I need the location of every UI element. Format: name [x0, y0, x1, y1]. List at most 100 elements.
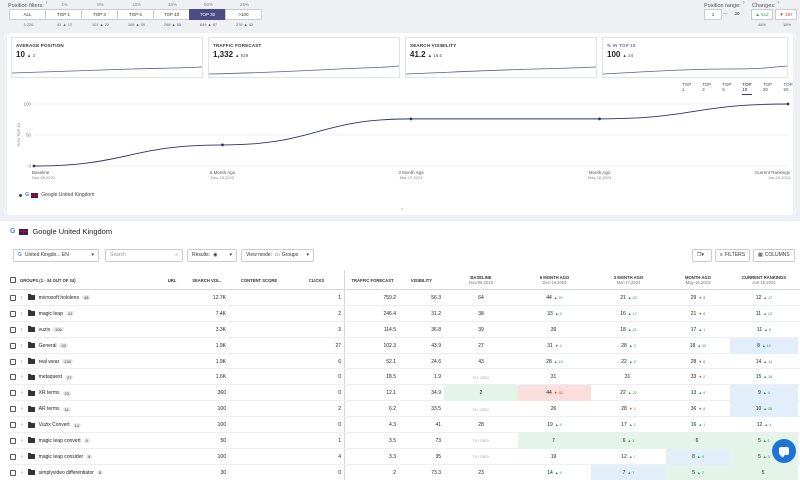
table-row[interactable]: › vuzix 106 3.3K 3 114.5 36.8 39 39 18 ▲ 21 …: [10, 322, 800, 338]
table-row[interactable]: › real wear 130 1.9K 6 52.1 24.6 43 28 ▲ 15 …: [10, 354, 800, 370]
group-name-cell[interactable]: › real wear 130: [10, 354, 160, 370]
help-icon[interactable]: ?: [777, 0, 780, 5]
row-checkbox[interactable]: [10, 294, 16, 301]
chevron-right-icon[interactable]: ›: [21, 326, 23, 333]
select-all-checkbox[interactable]: [10, 277, 16, 283]
content-score-header[interactable]: CONTENT SCORE: [240, 277, 278, 283]
help-icon[interactable]: ?: [45, 0, 48, 5]
filter-tab-over100[interactable]: >100: [225, 9, 262, 20]
row-checkbox[interactable]: [10, 310, 16, 317]
help-icon[interactable]: ?: [742, 0, 745, 5]
url-header[interactable]: URL: [167, 277, 177, 283]
chevron-right-icon[interactable]: ›: [21, 342, 23, 349]
kpi-percent-top10[interactable]: % IN TOP 10 100 ▲ 24: [602, 37, 788, 78]
table-row[interactable]: › General 42 1.9K 27 102.3 43.9 27 31 ▼ 4 28…: [10, 337, 800, 354]
row-checkbox[interactable]: [10, 469, 16, 476]
range-to-input[interactable]: 30: [734, 11, 740, 16]
groups-header[interactable]: GROUPS (1 - 34 OUT OF 34): [10, 270, 160, 290]
group-name-cell[interactable]: › XR terms 23: [10, 385, 160, 401]
group-name-cell[interactable]: › metaquest 27: [10, 369, 160, 385]
chat-button[interactable]: [772, 439, 796, 463]
view-mode-select[interactable]: View mode: ▭ Groups ▾: [241, 249, 314, 262]
chevron-right-icon[interactable]: ›: [21, 469, 23, 476]
visibility-cell: 36.8: [431, 326, 441, 333]
group-name-cell[interactable]: › AR terms 11: [10, 401, 160, 417]
six-month-header[interactable]: 6 MONTH AGO Dec-18,2023: [539, 275, 570, 285]
chart-tab-top5[interactable]: TOP 5: [722, 82, 732, 92]
chart-tab-top10[interactable]: TOP 10: [742, 82, 752, 95]
filter-tab-all[interactable]: ALL: [9, 9, 46, 20]
results-select[interactable]: Results: ◉ ▾: [187, 249, 237, 262]
six-month-cell: 44 ▼ 42: [518, 385, 591, 402]
clicks-header[interactable]: CLICKS: [308, 277, 325, 283]
columns-button[interactable]: ▦ COLUMNS: [753, 249, 795, 262]
collapse-chevron-icon[interactable]: ⌃: [400, 208, 405, 214]
table-row[interactable]: › XR terms 23 360 0 12.1 34.9 2 44 ▼ 42 22 ▲…: [10, 385, 800, 402]
group-name-cell[interactable]: › magic leap consider 8: [10, 449, 160, 465]
chevron-right-icon[interactable]: ›: [21, 294, 23, 301]
filter-tab-top30[interactable]: TOP 30: [189, 9, 226, 20]
kpi-traffic-forecast[interactable]: TRAFFIC FORECAST 1,332 ▲ 829: [208, 37, 400, 78]
chevron-right-icon[interactable]: ›: [21, 358, 23, 365]
table-row[interactable]: › Vuzix Convert 14 100 0 4.3 41 28 19 ▲ 9 17…: [10, 417, 800, 434]
row-checkbox[interactable]: [10, 453, 16, 460]
filter-tab-top5[interactable]: TOP 5: [117, 9, 154, 20]
copy-button[interactable]: ❐▾: [692, 249, 712, 262]
chart-tab-top50[interactable]: TOP 50: [783, 82, 793, 92]
kpi-search-visibility[interactable]: SEARCH VISIBILITY 41.2 ▲ 16.5: [405, 37, 597, 78]
row-checkbox[interactable]: [10, 326, 16, 333]
row-checkbox[interactable]: [10, 390, 16, 397]
group-name-cell[interactable]: › General 42: [10, 338, 160, 354]
table-row[interactable]: › magic leap 41 7.4K 2 246.4 31.2 38 33 ▲ 5 …: [10, 306, 800, 322]
keyword-count-badge: 48: [81, 295, 91, 301]
table-row[interactable]: › magic leap convert 6 50 1 3.5 73 No data 7…: [10, 433, 800, 449]
group-name-cell[interactable]: › vuzix 106: [10, 322, 160, 338]
group-name-cell[interactable]: › magic leap convert 6: [10, 433, 160, 449]
table-row[interactable]: › microsoft hololens 48 12.7K 1 759.2 56.3 6…: [10, 290, 800, 306]
kpi-average-position[interactable]: AVERAGE POSITION 10 ▲ 2: [11, 37, 203, 78]
chevron-right-icon[interactable]: ›: [21, 310, 23, 317]
chart-tab-top1[interactable]: TOP 1: [682, 82, 692, 92]
changes-up-button[interactable]: ▲ 512: [751, 9, 773, 20]
chart-legend[interactable]: G Google United Kingdom: [19, 192, 94, 198]
group-name-cell[interactable]: › microsoft hololens 48: [10, 290, 160, 306]
row-checkbox[interactable]: [10, 437, 16, 444]
row-checkbox[interactable]: [10, 406, 16, 413]
table-row[interactable]: › magic leap consider 8 100 4 3.3 35 No data…: [10, 448, 800, 465]
search-input[interactable]: Search ⌕: [105, 249, 183, 262]
range-from-input[interactable]: 1: [704, 9, 722, 20]
chevron-right-icon[interactable]: ›: [21, 390, 23, 397]
row-checkbox[interactable]: [10, 374, 16, 381]
row-checkbox[interactable]: [10, 342, 16, 349]
chevron-right-icon[interactable]: ›: [21, 406, 23, 413]
filter-tab-top1[interactable]: TOP 1: [45, 9, 82, 20]
chevron-right-icon[interactable]: ›: [21, 374, 23, 381]
chart-tab-top30[interactable]: TOP 30: [762, 82, 772, 92]
chart-tab-top3[interactable]: TOP 3: [702, 82, 712, 92]
table-row[interactable]: › AR terms 11 100 2 6.2 33.5 No data 26 28 ▼…: [10, 401, 800, 418]
three-month-cell: 31: [591, 369, 666, 385]
row-checkbox[interactable]: [10, 358, 16, 365]
baseline-header[interactable]: BASELINE Nov-08,2023: [469, 275, 493, 285]
engine-select[interactable]: G United Kingdo... EN ▾: [13, 249, 99, 262]
filters-button[interactable]: ≡ FILTERS: [715, 249, 750, 262]
chevron-right-icon[interactable]: ›: [21, 437, 23, 444]
month-ago-header[interactable]: MONTH AGO May-16,2024: [685, 275, 711, 285]
visibility-header[interactable]: VISIBILITY: [410, 277, 433, 283]
table-row[interactable]: › simplyvideo differentiator 5 30 0 2 73.3 2…: [10, 464, 800, 480]
filter-tab-top3[interactable]: TOP 3: [81, 9, 118, 20]
chevron-right-icon[interactable]: ›: [21, 453, 23, 460]
traffic-forecast-header[interactable]: TRAFFIC FORECAST: [351, 277, 394, 283]
group-name-cell[interactable]: › magic leap 41: [10, 306, 160, 322]
changes-down-button[interactable]: ▼ 197: [775, 9, 797, 20]
group-name-cell[interactable]: › Vuzix Convert 14: [10, 417, 160, 433]
current-rankings-header[interactable]: CURRENT RANKINGS Jun-15,2024: [742, 275, 786, 285]
group-name-cell[interactable]: › simplyvideo differentiator 5: [10, 465, 160, 480]
row-checkbox[interactable]: [10, 422, 16, 429]
search-vol-header[interactable]: SEARCH VOL.: [192, 277, 221, 283]
filter-tab-top10[interactable]: TOP 10: [153, 9, 190, 20]
table-row[interactable]: › metaquest 27 1.6K 0 18.5 1.9 No data 31 31…: [10, 369, 800, 386]
three-month-header[interactable]: 3 MONTH AGO Mar-17,2024: [613, 275, 644, 285]
chevron-right-icon[interactable]: ›: [21, 422, 23, 429]
baseline-cell: 39: [444, 322, 518, 338]
